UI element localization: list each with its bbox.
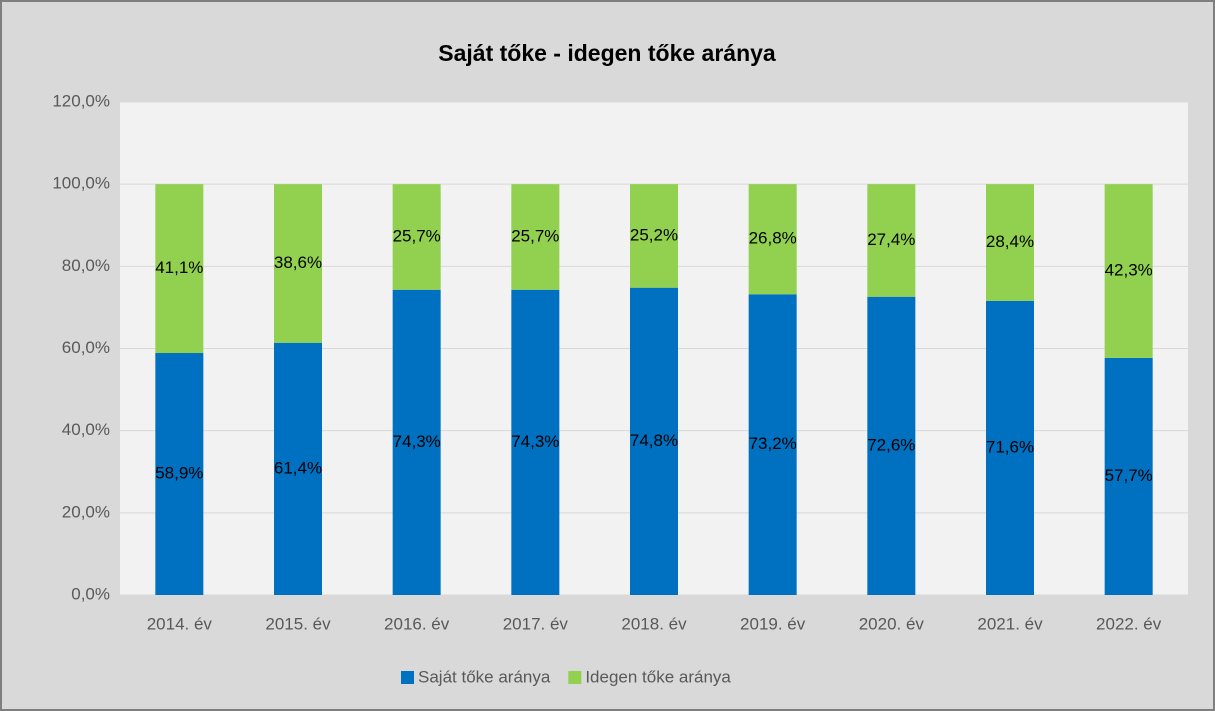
legend-swatch <box>401 671 414 684</box>
bar-segment <box>274 342 322 595</box>
data-label: 71,6% <box>986 437 1034 456</box>
y-tick-label: 0,0% <box>71 584 110 603</box>
data-label: 58,9% <box>155 463 203 482</box>
bar-segment <box>392 289 441 595</box>
data-label: 61,4% <box>274 458 322 477</box>
bar-segment <box>986 300 1034 595</box>
data-label: 74,3% <box>393 432 441 451</box>
bar-segment <box>630 287 678 595</box>
x-tick-label: 2021. év <box>977 614 1043 633</box>
data-label: 25,7% <box>511 226 559 245</box>
data-label: 73,2% <box>749 434 797 453</box>
data-label: 26,8% <box>749 229 797 248</box>
bar-segment <box>274 184 322 343</box>
data-label: 38,6% <box>274 253 322 272</box>
bar-segment <box>1104 184 1153 358</box>
legend-label: Idegen tőke aránya <box>585 667 731 686</box>
bar-segment <box>1104 357 1153 595</box>
data-label: 25,7% <box>393 226 441 245</box>
y-tick-label: 100,0% <box>52 174 110 193</box>
bar-segment <box>867 184 916 297</box>
x-tick-label: 2015. év <box>265 614 331 633</box>
legend-swatch <box>568 671 582 684</box>
x-tick-label: 2018. év <box>621 614 687 633</box>
x-tick-label: 2022. év <box>1096 614 1162 633</box>
x-tick-label: 2020. év <box>859 614 925 633</box>
x-tick-label: 2016. év <box>384 614 450 633</box>
data-label: 28,4% <box>986 232 1034 251</box>
data-label: 57,7% <box>1105 466 1153 485</box>
bar-segment <box>630 184 678 288</box>
data-label: 27,4% <box>867 230 915 249</box>
data-label: 74,3% <box>511 432 559 451</box>
data-label: 74,8% <box>630 431 678 450</box>
bar-segment <box>986 184 1034 301</box>
data-label: 25,2% <box>630 225 678 244</box>
chart-title: Saját tőke - idegen tőke aránya <box>438 40 776 66</box>
y-tick-label: 20,0% <box>62 502 110 521</box>
bar-segment <box>867 296 916 595</box>
bar-segment <box>511 184 560 290</box>
legend-label: Saját tőke aránya <box>418 667 551 686</box>
y-tick-label: 120,0% <box>52 91 110 110</box>
bar-segment <box>392 184 441 290</box>
x-tick-label: 2017. év <box>503 614 569 633</box>
bar-segment <box>511 289 560 595</box>
data-label: 42,3% <box>1105 261 1153 280</box>
bar-segment <box>748 294 797 595</box>
x-tick-label: 2019. év <box>740 614 806 633</box>
y-tick-label: 60,0% <box>62 338 110 357</box>
bar-segment <box>155 184 204 354</box>
y-tick-label: 80,0% <box>62 256 110 275</box>
bar-segment <box>155 353 204 595</box>
data-label: 72,6% <box>867 435 915 454</box>
y-tick-label: 40,0% <box>62 420 110 439</box>
bar-segment <box>748 184 797 295</box>
data-label: 41,1% <box>155 258 203 277</box>
x-tick-label: 2014. év <box>147 614 213 633</box>
